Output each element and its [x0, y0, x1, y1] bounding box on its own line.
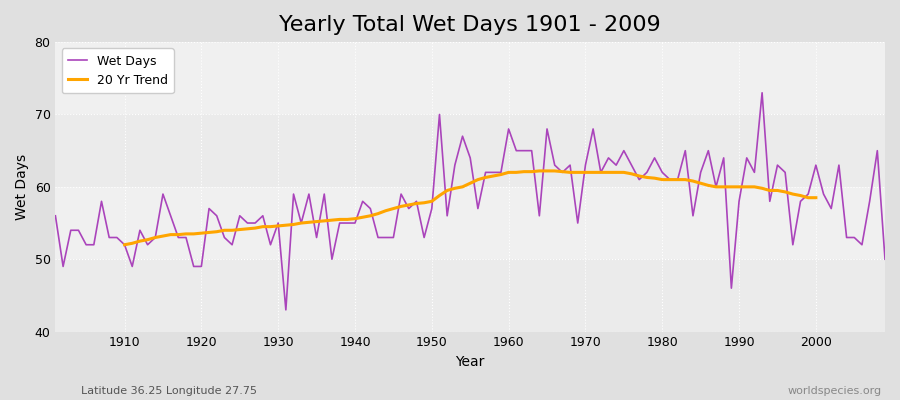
Text: Latitude 36.25 Longitude 27.75: Latitude 36.25 Longitude 27.75 [81, 386, 257, 396]
Wet Days [757, 90, 768, 95]
Wet Days [879, 257, 890, 262]
Line: 20 Yr Trend: 20 Yr Trend [124, 171, 816, 245]
Bar [56, 259, 885, 332]
Wet Days [503, 126, 514, 131]
20 Yr Trend [119, 242, 130, 247]
20 Yr Trend [803, 195, 814, 200]
Wet Days [112, 235, 122, 240]
20 Yr Trend [281, 223, 292, 228]
20 Yr Trend [296, 221, 307, 226]
Bar [56, 114, 885, 187]
20 Yr Trend [711, 184, 722, 189]
20 Yr Trend [203, 230, 214, 235]
Wet Days [511, 148, 522, 153]
Wet Days [288, 192, 299, 196]
Wet Days [334, 221, 345, 226]
Title: Yearly Total Wet Days 1901 - 2009: Yearly Total Wet Days 1901 - 2009 [279, 15, 662, 35]
20 Yr Trend [795, 193, 806, 198]
Wet Days [50, 213, 61, 218]
X-axis label: Year: Year [455, 355, 485, 369]
20 Yr Trend [534, 168, 544, 173]
Line: Wet Days: Wet Days [56, 93, 885, 310]
Y-axis label: Wet Days: Wet Days [15, 154, 29, 220]
20 Yr Trend [811, 195, 822, 200]
Wet Days [603, 156, 614, 160]
Wet Days [281, 308, 292, 312]
Legend: Wet Days, 20 Yr Trend: Wet Days, 20 Yr Trend [62, 48, 174, 93]
Text: worldspecies.org: worldspecies.org [788, 386, 882, 396]
